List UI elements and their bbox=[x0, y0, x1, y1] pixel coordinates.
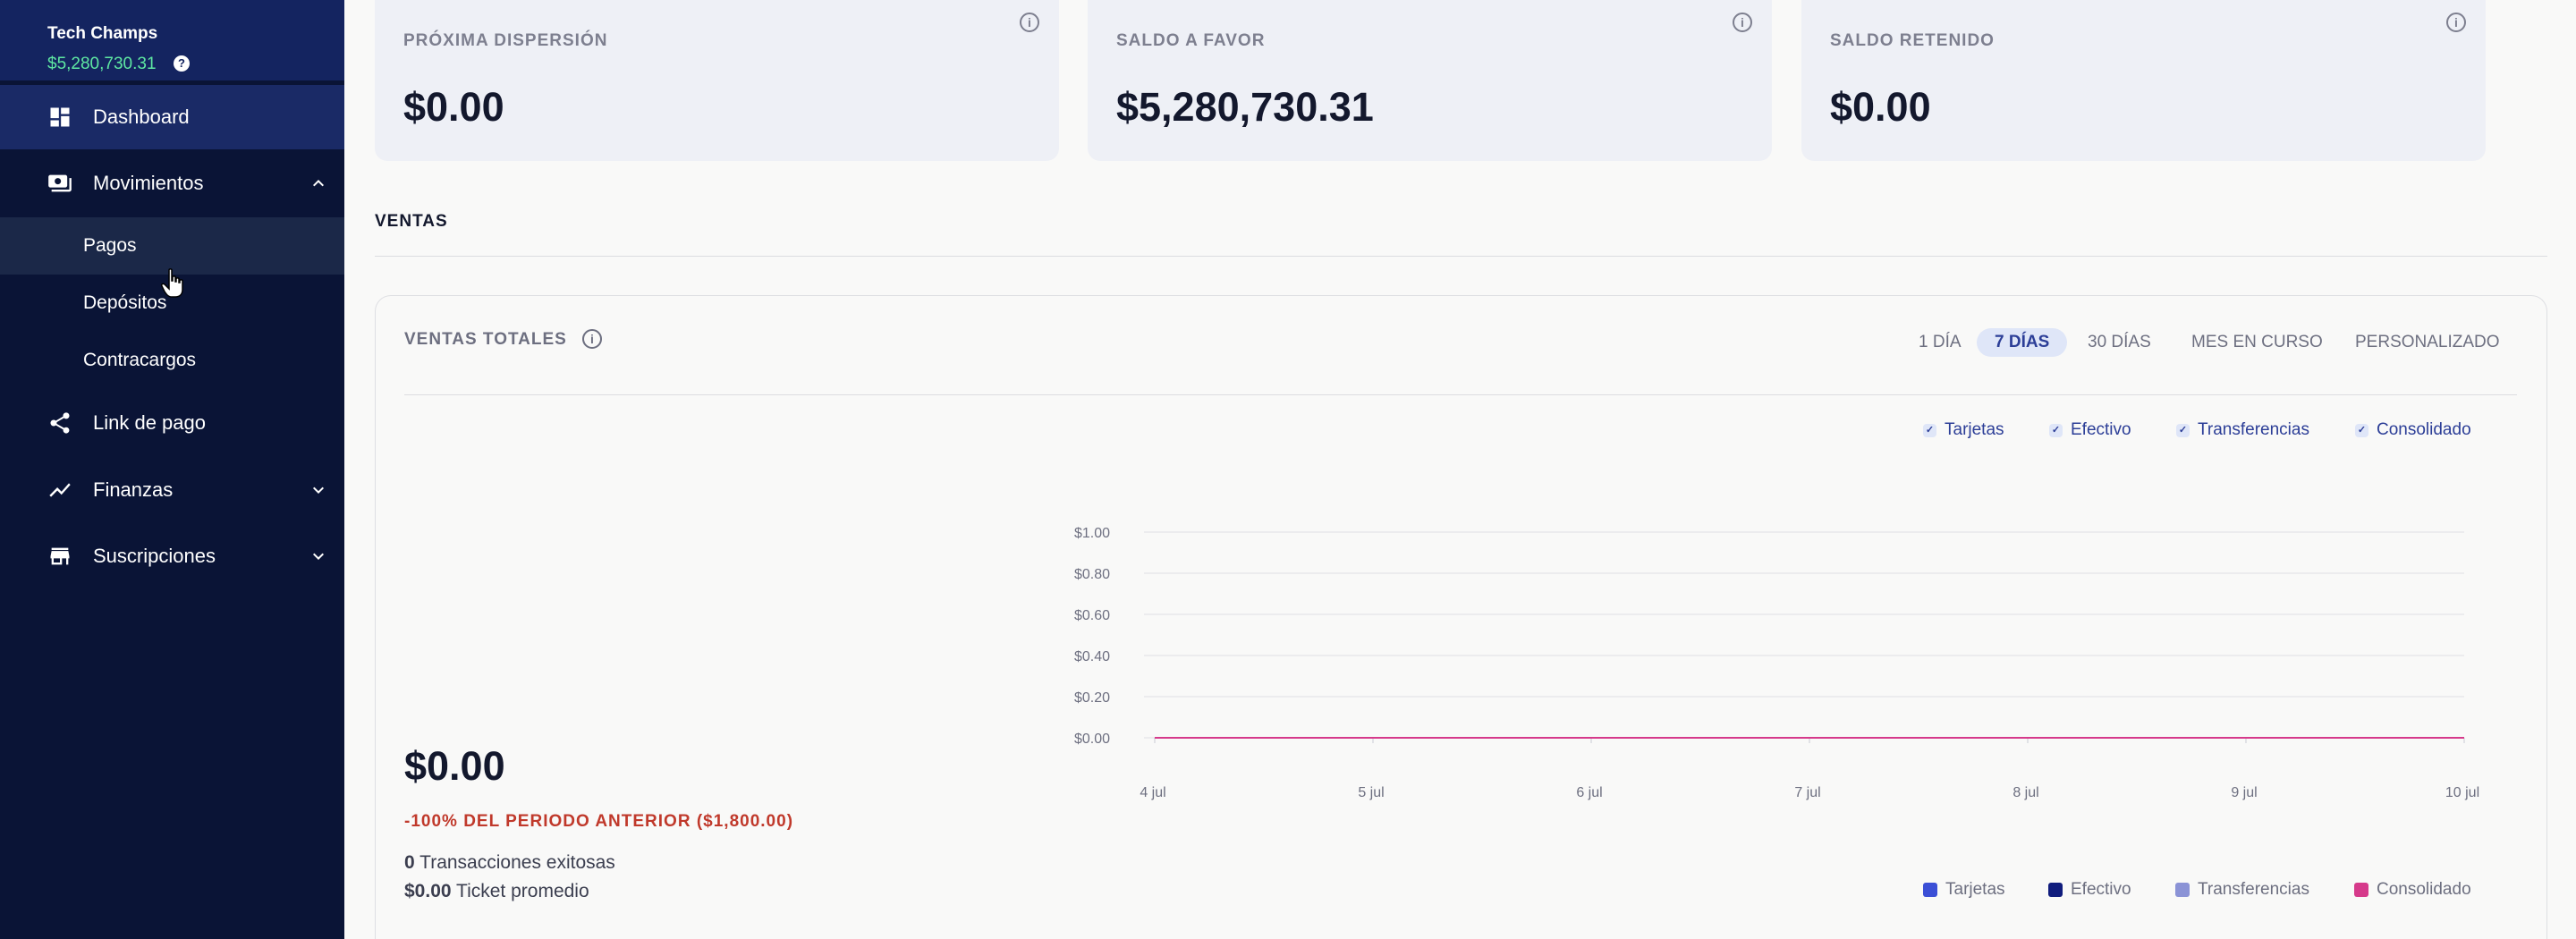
sidebar-item-label: Finanzas bbox=[93, 478, 174, 501]
sidebar-item-label: Link de pago bbox=[93, 411, 206, 434]
card-value: $0.00 bbox=[403, 84, 504, 130]
filter-transferencias[interactable]: ✓ Transferencias bbox=[2176, 419, 2309, 441]
chevron-down-icon[interactable] bbox=[308, 479, 329, 501]
sidebar-subitem-pagos[interactable]: Pagos bbox=[0, 217, 344, 275]
checkbox-checked-icon[interactable]: ✓ bbox=[2355, 423, 2368, 437]
account-name: Tech Champs bbox=[47, 24, 158, 43]
filter-label: Efectivo bbox=[2071, 420, 2131, 439]
legend-swatch bbox=[2354, 883, 2368, 897]
range-7-dias[interactable]: 7 DÍAS bbox=[1977, 328, 2068, 357]
help-icon[interactable]: ? bbox=[174, 55, 190, 72]
legend-item-transferencias: Transferencias bbox=[2175, 879, 2309, 901]
filter-label: Consolidado bbox=[2377, 420, 2471, 439]
x-tick-label: 6 jul bbox=[1576, 785, 1602, 800]
sales-total: $0.00 bbox=[404, 743, 505, 789]
y-tick-label: $0.00 bbox=[1074, 732, 1110, 747]
sidebar-subitem-label: Depósitos bbox=[83, 292, 167, 313]
sidebar-item-label: Movimientos bbox=[93, 172, 204, 194]
sidebar-item-link-de-pago[interactable]: Link de pago bbox=[0, 391, 344, 455]
filter-label: Tarjetas bbox=[1945, 420, 2004, 439]
card-label: PRÓXIMA DISPERSIÓN bbox=[403, 31, 608, 50]
x-tick-label: 9 jul bbox=[2231, 785, 2257, 800]
y-tick-label: $1.00 bbox=[1074, 526, 1110, 541]
info-icon[interactable]: i bbox=[1020, 13, 1039, 32]
ticket-stat: $0.00 Ticket promedio bbox=[404, 881, 589, 902]
sidebar-item-label: Dashboard bbox=[93, 106, 190, 128]
period-delta: -100% DEL PERIODO ANTERIOR ($1,800.00) bbox=[404, 812, 794, 831]
sidebar-item-suscripciones[interactable]: Suscripciones bbox=[0, 524, 344, 588]
sidebar-item-dashboard[interactable]: Dashboard bbox=[0, 85, 344, 149]
sales-title: VENTAS TOTALES bbox=[404, 330, 567, 349]
section-title: VENTAS bbox=[375, 212, 448, 231]
legend-swatch bbox=[1923, 883, 1937, 897]
range-1-dia[interactable]: 1 DÍA bbox=[1919, 333, 1962, 351]
legend-label: Tarjetas bbox=[1945, 880, 2005, 899]
legend-label: Transferencias bbox=[2198, 880, 2309, 899]
y-tick-label: $0.80 bbox=[1074, 567, 1110, 582]
y-tick-label: $0.20 bbox=[1074, 690, 1110, 706]
x-tick-label: 4 jul bbox=[1140, 785, 1165, 800]
store-icon bbox=[47, 543, 73, 570]
checkbox-checked-icon[interactable]: ✓ bbox=[1923, 423, 1936, 437]
legend-swatch bbox=[2175, 883, 2190, 897]
info-icon[interactable]: i bbox=[2446, 13, 2466, 32]
ticket-value: $0.00 bbox=[404, 881, 452, 901]
x-tick-label: 5 jul bbox=[1358, 785, 1384, 800]
transactions-count: 0 bbox=[404, 852, 415, 873]
sidebar-subitem-label: Pagos bbox=[83, 235, 137, 256]
card-value: $5,280,730.31 bbox=[1116, 84, 1374, 130]
sidebar-item-label: Suscripciones bbox=[93, 545, 216, 567]
hand-cursor-icon bbox=[161, 268, 184, 303]
info-icon[interactable]: i bbox=[582, 329, 602, 349]
dashboard-icon bbox=[47, 104, 73, 131]
y-tick-label: $0.40 bbox=[1074, 649, 1110, 664]
sidebar-subitem-label: Contracargos bbox=[83, 350, 197, 370]
filter-efectivo[interactable]: ✓ Efectivo bbox=[2049, 419, 2131, 441]
filter-label: Transferencias bbox=[2198, 420, 2309, 439]
x-tick-label: 10 jul bbox=[2445, 785, 2479, 800]
chevron-down-icon[interactable] bbox=[308, 546, 329, 567]
trend-icon bbox=[47, 477, 73, 503]
share-icon bbox=[47, 410, 73, 436]
info-icon[interactable]: i bbox=[1733, 13, 1752, 32]
transactions-label: Transacciones exitosas bbox=[419, 852, 615, 873]
legend-label: Efectivo bbox=[2071, 880, 2131, 899]
legend-item-tarjetas: Tarjetas bbox=[1923, 879, 2005, 901]
range-mes-en-curso[interactable]: MES EN CURSO bbox=[2191, 333, 2323, 351]
checkbox-checked-icon[interactable]: ✓ bbox=[2049, 423, 2063, 437]
card-saldo-retenido: SALDO RETENIDO $0.00 i bbox=[1801, 0, 2486, 161]
card-value: $0.00 bbox=[1830, 84, 1931, 130]
ticket-label: Ticket promedio bbox=[456, 881, 589, 901]
x-tick-label: 8 jul bbox=[2012, 785, 2038, 800]
y-tick-label: $0.60 bbox=[1074, 608, 1110, 623]
sidebar-item-finanzas[interactable]: Finanzas bbox=[0, 458, 344, 522]
account-balance: $5,280,730.31 bbox=[47, 55, 157, 73]
account-header[interactable]: Tech Champs $5,280,730.31 ? bbox=[0, 0, 344, 80]
x-tick-label: 7 jul bbox=[1794, 785, 1820, 800]
checkbox-checked-icon[interactable]: ✓ bbox=[2176, 423, 2190, 437]
legend-swatch bbox=[2048, 883, 2063, 897]
sidebar-subitem-contracargos[interactable]: Contracargos bbox=[0, 332, 344, 389]
sidebar-item-movimientos[interactable]: Movimientos bbox=[0, 151, 344, 216]
chevron-up-icon[interactable] bbox=[308, 173, 329, 194]
sidebar-subitem-depositos[interactable]: Depósitos bbox=[0, 275, 344, 332]
card-label: SALDO RETENIDO bbox=[1830, 31, 1995, 50]
divider bbox=[375, 256, 2547, 257]
sales-card: VENTAS TOTALES i 1 DÍA 7 DÍAS 30 DÍAS ME… bbox=[375, 295, 2547, 939]
range-personalizado[interactable]: PERSONALIZADO bbox=[2355, 333, 2500, 351]
legend-label: Consolidado bbox=[2377, 880, 2471, 899]
legend-item-efectivo: Efectivo bbox=[2048, 879, 2131, 901]
sales-line-chart: $1.00 $0.80 $0.60 $0.40 $0.20 $0.00 4 jul 5 jul… bbox=[1074, 526, 2479, 800]
legend-item-consolidado: Consolidado bbox=[2354, 879, 2471, 901]
transactions-stat: 0 Transacciones exitosas bbox=[404, 852, 615, 874]
card-label: SALDO A FAVOR bbox=[1116, 31, 1266, 50]
range-30-dias[interactable]: 30 DÍAS bbox=[2088, 333, 2151, 351]
filter-tarjetas[interactable]: ✓ Tarjetas bbox=[1923, 419, 2004, 441]
money-icon bbox=[47, 170, 73, 197]
filter-consolidado[interactable]: ✓ Consolidado bbox=[2355, 419, 2471, 441]
sidebar: Tech Champs $5,280,730.31 ? Dashboard Mo… bbox=[0, 0, 344, 939]
card-proxima-dispersion: PRÓXIMA DISPERSIÓN $0.00 i bbox=[375, 0, 1059, 161]
card-saldo-a-favor: SALDO A FAVOR $5,280,730.31 i bbox=[1088, 0, 1772, 161]
divider bbox=[404, 394, 2517, 395]
